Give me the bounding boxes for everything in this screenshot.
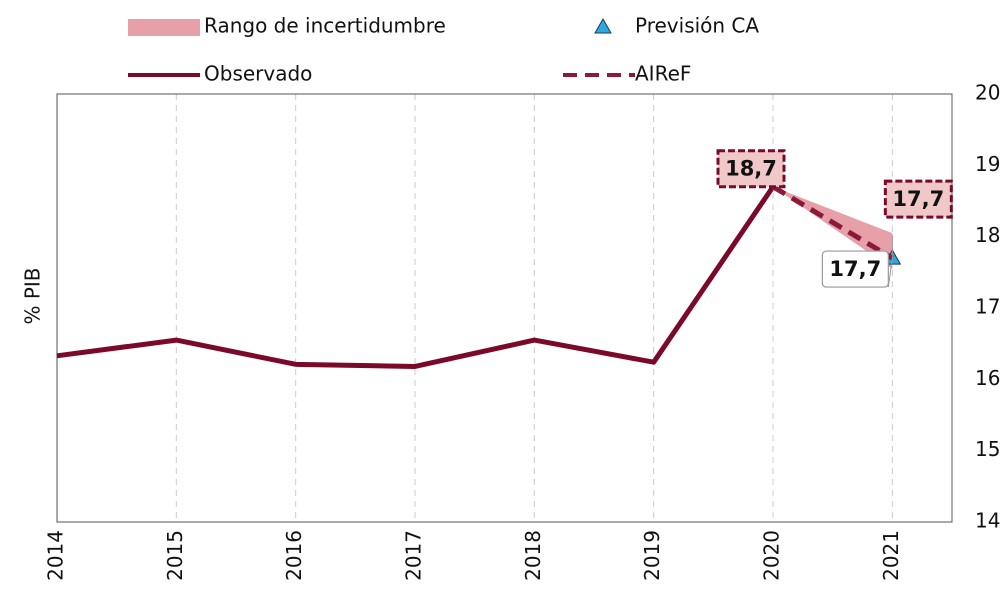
- y-tick-label: 20: [975, 81, 1000, 105]
- y-tick-label: 15: [975, 437, 1000, 461]
- x-tick-label: 2020: [760, 530, 784, 581]
- legend-label: AIReF: [635, 62, 691, 86]
- x-tick-label: 2016: [282, 530, 306, 581]
- legend-label: Rango de incertidumbre: [204, 14, 446, 38]
- y-tick-label: 16: [975, 366, 1000, 390]
- legend-swatch: [128, 19, 200, 36]
- label-box: [716, 149, 786, 189]
- x-tick-label: 2015: [163, 530, 187, 581]
- x-tick-label: 2017: [402, 530, 426, 581]
- y-tick-label: 14: [975, 509, 1000, 533]
- label-leader: [887, 257, 893, 288]
- legend-label: Previsión CA: [635, 14, 759, 38]
- data-label: 17,7: [892, 187, 944, 211]
- y-axis-label: % PIB: [21, 267, 45, 324]
- series-line: [56, 185, 776, 369]
- x-tick-label: 2018: [521, 530, 545, 581]
- y-tick-label: 17: [975, 295, 1000, 319]
- plot-frame: [56, 93, 953, 523]
- x-tick-label: 2021: [879, 530, 903, 581]
- y-tick-label: 18: [975, 223, 1000, 247]
- series-line: [771, 184, 894, 261]
- legend-marker: [594, 17, 612, 34]
- y-tick-label: 19: [975, 152, 1000, 176]
- legend-label: Observado: [204, 62, 312, 86]
- data-label: 18,7: [725, 157, 777, 181]
- label-box: [821, 250, 889, 288]
- uncertainty-band: [773, 186, 893, 269]
- x-tick-label: 2014: [44, 530, 68, 581]
- x-tick-label: 2019: [640, 530, 664, 581]
- data-label: 17,7: [829, 257, 881, 281]
- label-box: [883, 179, 953, 219]
